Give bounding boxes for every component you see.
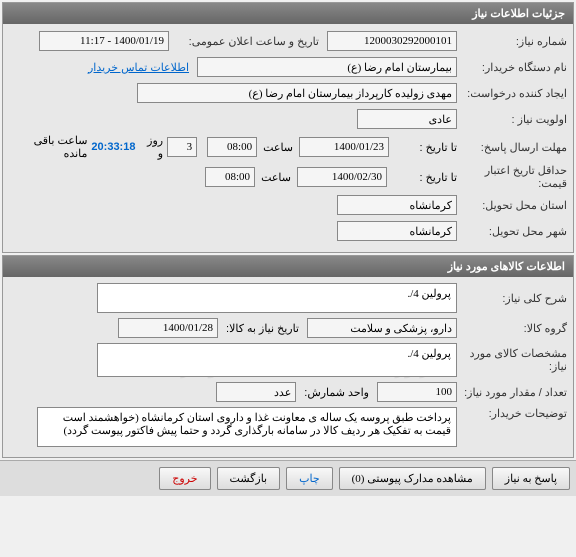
validity-label: حداقل تاریخ اعتبار قیمت: xyxy=(457,164,567,190)
need-by-label: تاریخ نیاز به کالا: xyxy=(226,322,299,335)
goods-info-panel: اطلاعات کالاهای مورد نیاز فرآوری اطلاعات… xyxy=(2,255,574,458)
city-label: شهر محل تحویل: xyxy=(457,225,567,238)
city-field xyxy=(337,221,457,241)
respond-button[interactable]: پاسخ به نیاز xyxy=(492,467,570,490)
days-field xyxy=(167,137,197,157)
unit-field xyxy=(216,382,296,402)
validity-date-field xyxy=(297,167,387,187)
button-bar: پاسخ به نیاز مشاهده مدارک پیوستی (0) چاپ… xyxy=(0,460,576,496)
desc-field xyxy=(97,283,457,313)
panel1-header: جزئیات اطلاعات نیاز xyxy=(3,3,573,24)
desc-label: شرح کلی نیاز: xyxy=(457,292,567,305)
buyer-field xyxy=(197,57,457,77)
time-label-1: ساعت xyxy=(263,141,293,154)
group-label: گروه کالا: xyxy=(457,322,567,335)
need-number-field xyxy=(327,31,457,51)
time-label-2: ساعت xyxy=(261,171,291,184)
notes-label: توضیحات خریدار: xyxy=(457,407,567,420)
remaining-label: ساعت باقی مانده xyxy=(9,134,87,160)
unit-label: واحد شمارش: xyxy=(304,386,369,399)
print-button[interactable]: چاپ xyxy=(286,467,333,490)
creator-label: ایجاد کننده درخواست: xyxy=(457,87,567,100)
announce-label: تاریخ و ساعت اعلان عمومی: xyxy=(169,35,319,48)
back-button[interactable]: بازگشت xyxy=(217,467,281,490)
qty-label: تعداد / مقدار مورد نیاز: xyxy=(457,386,567,399)
validity-time-field xyxy=(205,167,255,187)
priority-label: اولویت نیاز : xyxy=(457,113,567,126)
spec-field xyxy=(97,343,457,377)
to-date-label-2: تا تاریخ : xyxy=(387,171,457,184)
notes-field xyxy=(37,407,457,447)
to-date-label: تا تاریخ : xyxy=(389,141,457,154)
province-label: استان محل تحویل: xyxy=(457,199,567,212)
deadline-time-field xyxy=(207,137,257,157)
buyer-label: نام دستگاه خریدار: xyxy=(457,61,567,74)
need-by-field xyxy=(118,318,218,338)
spec-label: مشخصات کالای مورد نیاز: xyxy=(457,347,567,373)
deadline-date-field xyxy=(299,137,389,157)
qty-field xyxy=(377,382,457,402)
days-label: روز و xyxy=(139,134,163,160)
exit-button[interactable]: خروج xyxy=(159,467,210,490)
countdown-timer: 20:33:18 xyxy=(91,141,135,153)
group-field xyxy=(307,318,457,338)
need-details-panel: جزئیات اطلاعات نیاز شماره نیاز: تاریخ و … xyxy=(2,2,574,253)
deadline-label: مهلت ارسال پاسخ: xyxy=(457,141,567,154)
province-field xyxy=(337,195,457,215)
need-number-label: شماره نیاز: xyxy=(457,35,567,48)
announce-field xyxy=(39,31,169,51)
buyer-contact-link[interactable]: اطلاعات تماس خریدار xyxy=(88,61,189,74)
attachments-button[interactable]: مشاهده مدارک پیوستی (0) xyxy=(339,467,486,490)
panel2-header: اطلاعات کالاهای مورد نیاز xyxy=(3,256,573,277)
creator-field xyxy=(137,83,457,103)
priority-field xyxy=(357,109,457,129)
